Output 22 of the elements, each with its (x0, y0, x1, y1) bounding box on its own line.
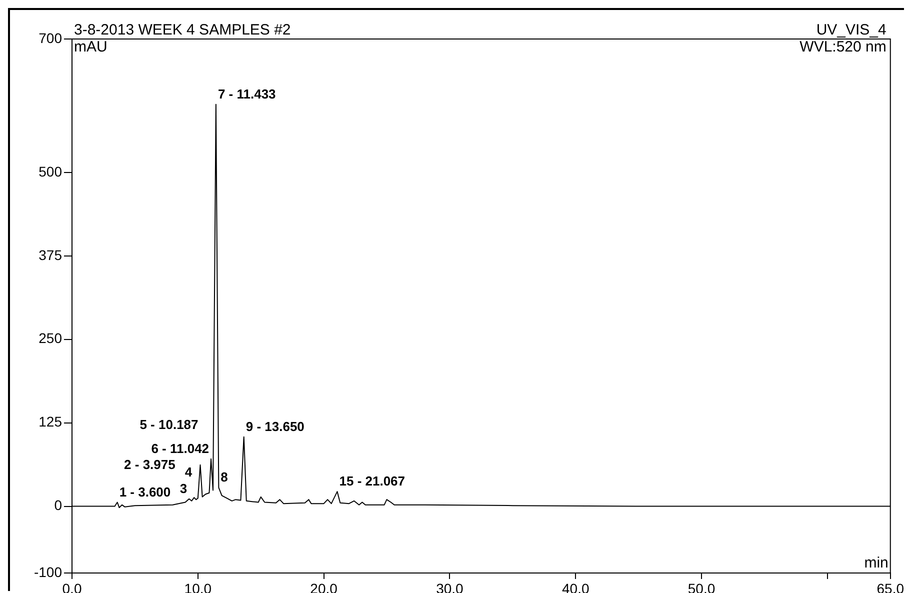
y-tick-label: 250 (38, 330, 62, 346)
y-tick-label: 500 (38, 163, 62, 180)
text: UV_VIS_4 (816, 22, 886, 39)
annotation: 15 - 21.067 (339, 474, 406, 489)
y-tick-label: 700 (38, 30, 62, 46)
y-tick-label: 0 (54, 497, 62, 514)
annotation: 9 - 13.650 (246, 418, 304, 434)
annotation: 2 - 3.975 (124, 456, 176, 472)
annotation: 5 - 10.187 (140, 416, 198, 432)
y-tick-label: 375 (38, 246, 62, 263)
annotation: 1 - 3.600 (119, 484, 171, 500)
annotation: 7 - 11.433 (218, 86, 276, 102)
annotation: WVL:520 nm (800, 38, 886, 56)
x-axis-title: min (864, 554, 888, 572)
annotation: 4 (184, 464, 193, 480)
annotation: 3 (180, 480, 188, 496)
y-tick-label: -100 (34, 564, 62, 580)
annotation: 8 (220, 470, 228, 485)
y-tick-label: 125 (38, 414, 62, 430)
y-axis-title: mAU (74, 38, 108, 56)
chart-title: 3-8-2013 WEEK 4 SAMPLES #2 (74, 22, 291, 39)
annotation: 6 - 11.042 (151, 440, 210, 456)
